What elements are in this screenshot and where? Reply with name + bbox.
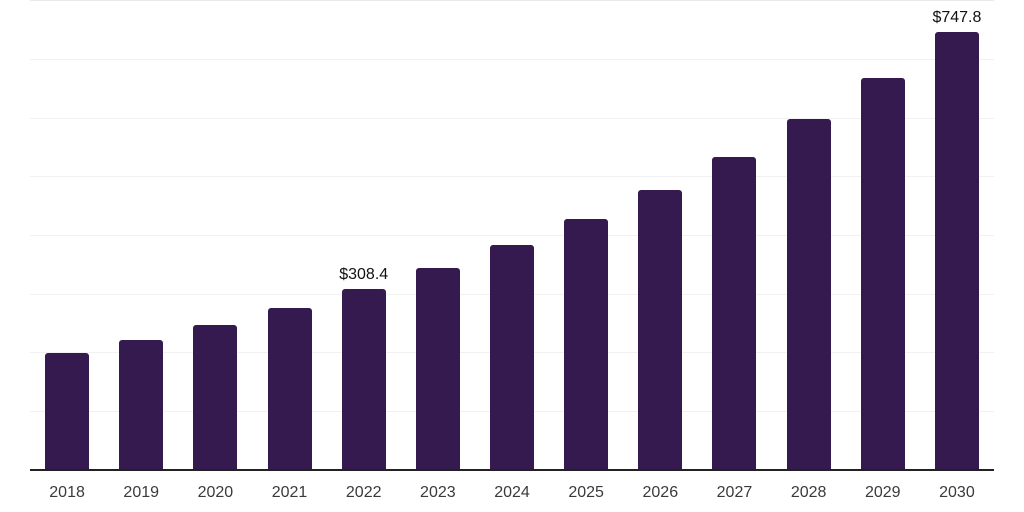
bar[interactable] (564, 219, 609, 470)
bar[interactable] (860, 78, 905, 470)
x-tick-label: 2023 (420, 484, 456, 501)
bar[interactable] (267, 308, 312, 470)
x-axis-line (30, 469, 994, 471)
x-tick-label: 2024 (494, 484, 530, 501)
x-tick-label: 2021 (271, 484, 308, 501)
x-tick-label: 2025 (568, 484, 604, 501)
data-label: $747.8 (932, 8, 982, 26)
x-tick-label: 2020 (197, 484, 234, 501)
bar[interactable] (934, 31, 979, 470)
bar[interactable] (45, 353, 90, 470)
x-tick-label: 2027 (716, 484, 753, 501)
gridline (30, 235, 994, 236)
x-tick-label: 2028 (790, 484, 827, 501)
gridline (30, 59, 994, 61)
gridline (30, 176, 994, 178)
bar[interactable] (193, 324, 238, 470)
bar[interactable] (638, 189, 683, 470)
bar[interactable] (712, 156, 757, 470)
bar[interactable] (490, 244, 534, 470)
x-tick-label: 2026 (642, 484, 679, 501)
data-label: $308.4 (339, 266, 389, 284)
gridline (30, 0, 994, 2)
bar[interactable] (119, 339, 164, 470)
x-tick-label: 2029 (864, 484, 901, 501)
x-tick-label: 2030 (939, 484, 975, 501)
bar[interactable] (341, 289, 386, 470)
x-tick-label: 2022 (345, 484, 382, 501)
gridline (30, 117, 994, 119)
x-tick-label: 2019 (123, 484, 160, 501)
x-tick-label: 2018 (49, 484, 85, 501)
bar[interactable] (786, 119, 831, 470)
bar[interactable] (415, 267, 460, 470)
